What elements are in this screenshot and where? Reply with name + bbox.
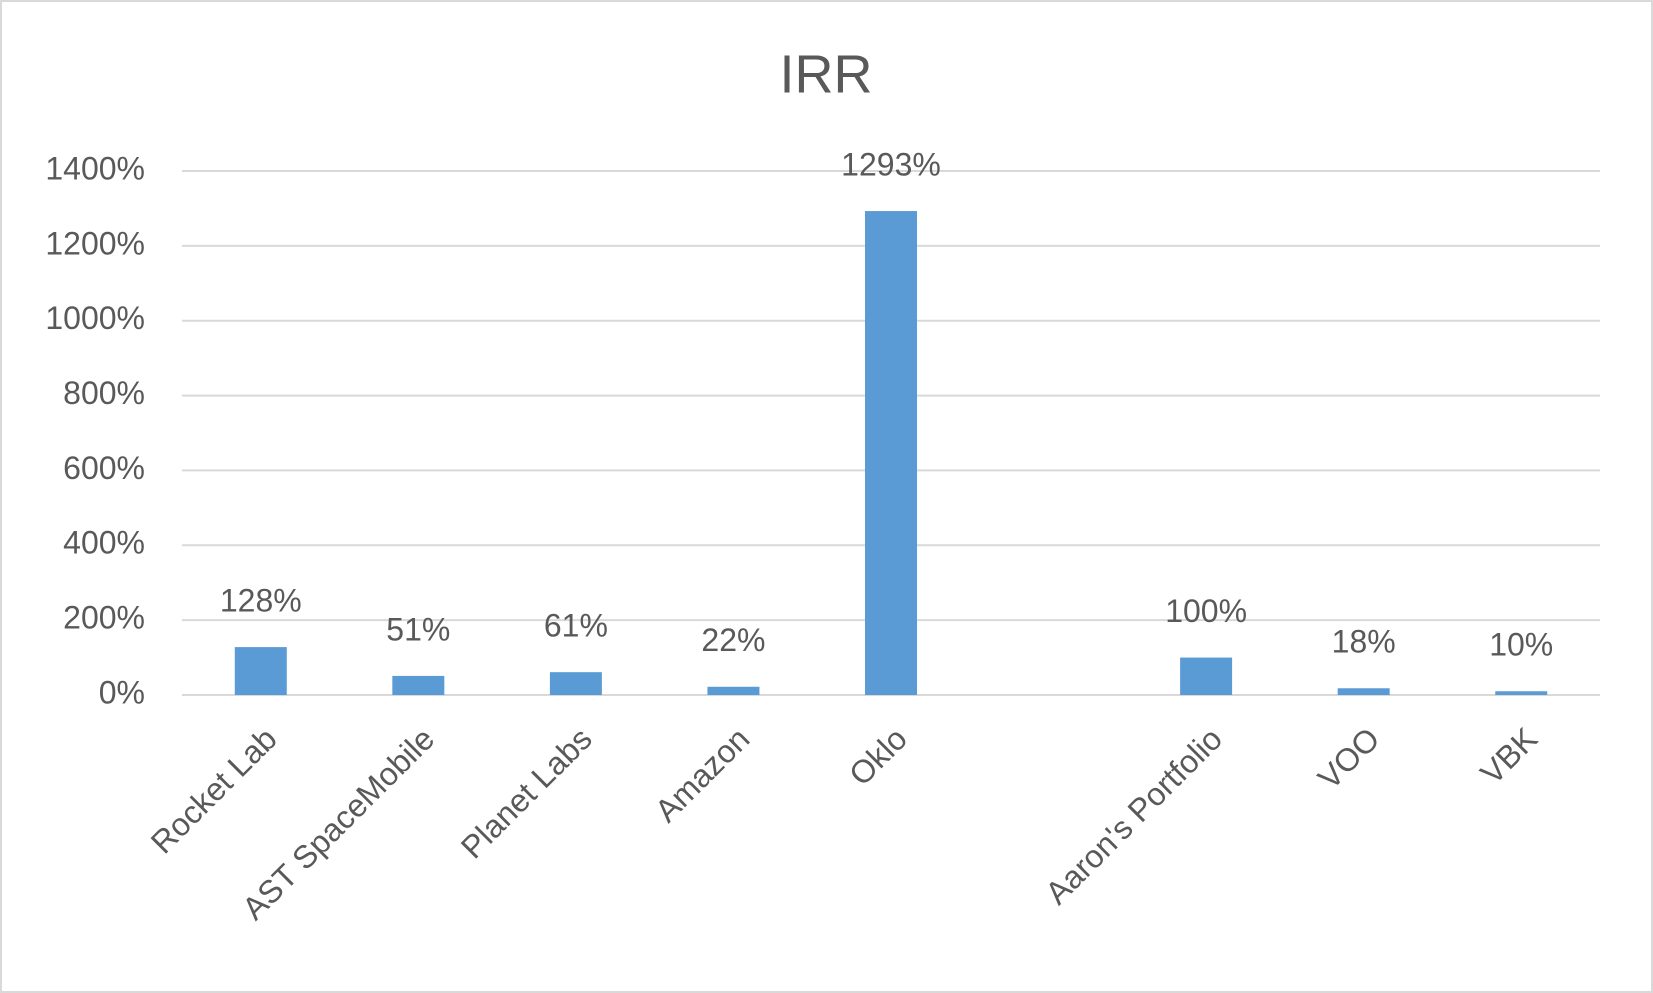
y-tick-label: 1200%	[45, 225, 145, 261]
y-tick-label: 1400%	[45, 150, 145, 186]
data-label: 51%	[386, 611, 450, 647]
y-tick-label: 1000%	[45, 300, 145, 336]
y-tick-label: 800%	[63, 375, 145, 411]
data-label: 61%	[544, 608, 608, 644]
y-tick-label: 200%	[63, 600, 145, 636]
data-label: 10%	[1489, 627, 1553, 663]
chart-title: IRR	[780, 44, 873, 104]
bar	[1337, 688, 1390, 695]
y-tick-label: 600%	[63, 450, 145, 486]
bar	[392, 675, 445, 695]
y-tick-label: 400%	[63, 525, 145, 561]
data-label: 100%	[1165, 593, 1247, 629]
bar	[707, 686, 760, 695]
data-label: 1293%	[841, 147, 941, 183]
bar	[1180, 657, 1233, 695]
y-tick-label: 0%	[99, 674, 145, 710]
bar	[865, 211, 917, 695]
data-label: 18%	[1332, 624, 1396, 660]
data-label: 22%	[701, 622, 765, 658]
data-label: 128%	[220, 583, 302, 619]
bar	[234, 647, 287, 695]
bar	[549, 672, 602, 695]
bar	[1495, 691, 1548, 695]
